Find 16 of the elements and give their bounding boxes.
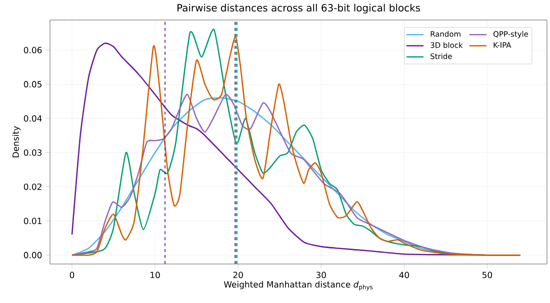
x-tick-label: 0	[70, 272, 74, 278]
x-tick-label: 30	[316, 272, 326, 278]
y-tick-label: 0.06	[24, 46, 42, 54]
y-tick-label: 0.00	[24, 252, 42, 258]
y-tick-label: 0.02	[24, 184, 42, 190]
chart-title: Pairwise distances across all 63-bit logical blocks	[178, 4, 420, 14]
x-axis-title: Weighted Manhattan distance d$_{phys}$	[224, 281, 373, 290]
x-tick-label: 10	[150, 272, 160, 278]
y-axis-title: Density	[12, 126, 21, 158]
y-tick-label: 0.04	[24, 115, 42, 122]
y-tick-label: 0.01	[24, 218, 42, 224]
y-tick-label: 0.03	[24, 149, 42, 156]
x-tick-label: 50	[482, 272, 492, 278]
x-tick-label: 40	[399, 272, 409, 278]
y-tick-label: 0.05	[24, 81, 42, 88]
x-tick-label: 20	[233, 272, 243, 278]
